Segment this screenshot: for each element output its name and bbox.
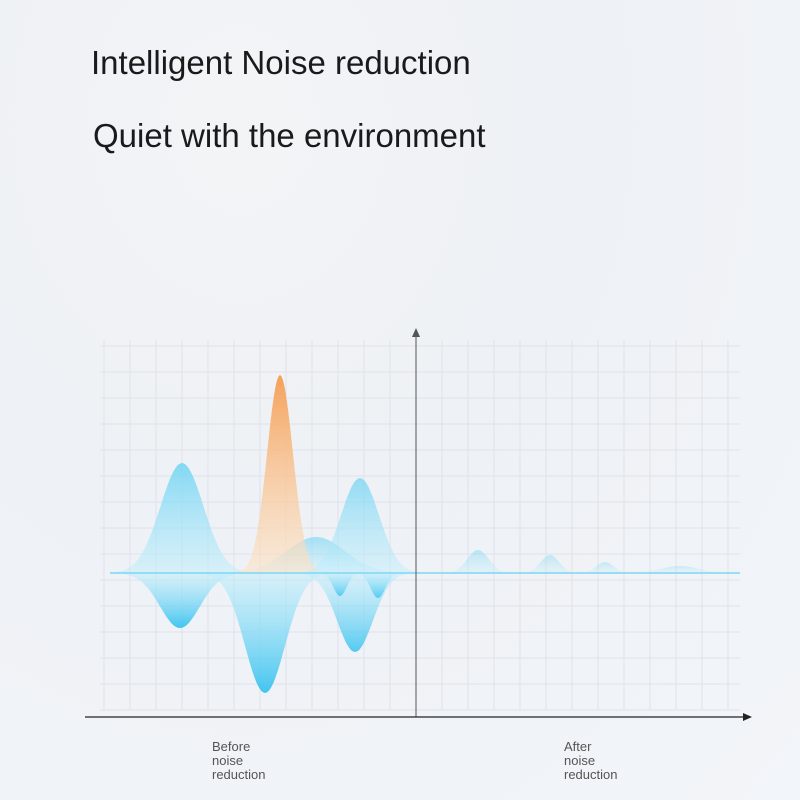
residual-wave (443, 550, 513, 573)
small-dip (318, 573, 362, 596)
residual-wave (620, 566, 740, 573)
blue-wave-up (112, 463, 252, 573)
subheadline: Quiet with the environment (93, 117, 486, 154)
blue-wave-down (297, 573, 413, 652)
headline: Intelligent Noise reduction (91, 44, 471, 81)
residual-wave (577, 562, 633, 573)
x-axis-arrow (743, 713, 752, 721)
blue-wave-down (115, 573, 245, 628)
after-label-line: After (564, 739, 592, 754)
after-label: After noise reduction (564, 740, 644, 782)
before-label-line: Before (212, 739, 251, 754)
blue-wave-up (298, 478, 422, 573)
before-label: Before noise reduction (212, 740, 292, 782)
blue-wave-down (200, 573, 330, 693)
before-label-line: noise (212, 753, 244, 768)
residual-wave (520, 555, 580, 573)
before-label-line: reduction (212, 767, 266, 782)
orange-wave (238, 375, 322, 573)
after-label-line: noise (564, 753, 596, 768)
after-label-line: reduction (564, 767, 618, 782)
small-dip (354, 573, 402, 598)
waves (110, 375, 740, 693)
y-axis-arrow (412, 328, 420, 337)
